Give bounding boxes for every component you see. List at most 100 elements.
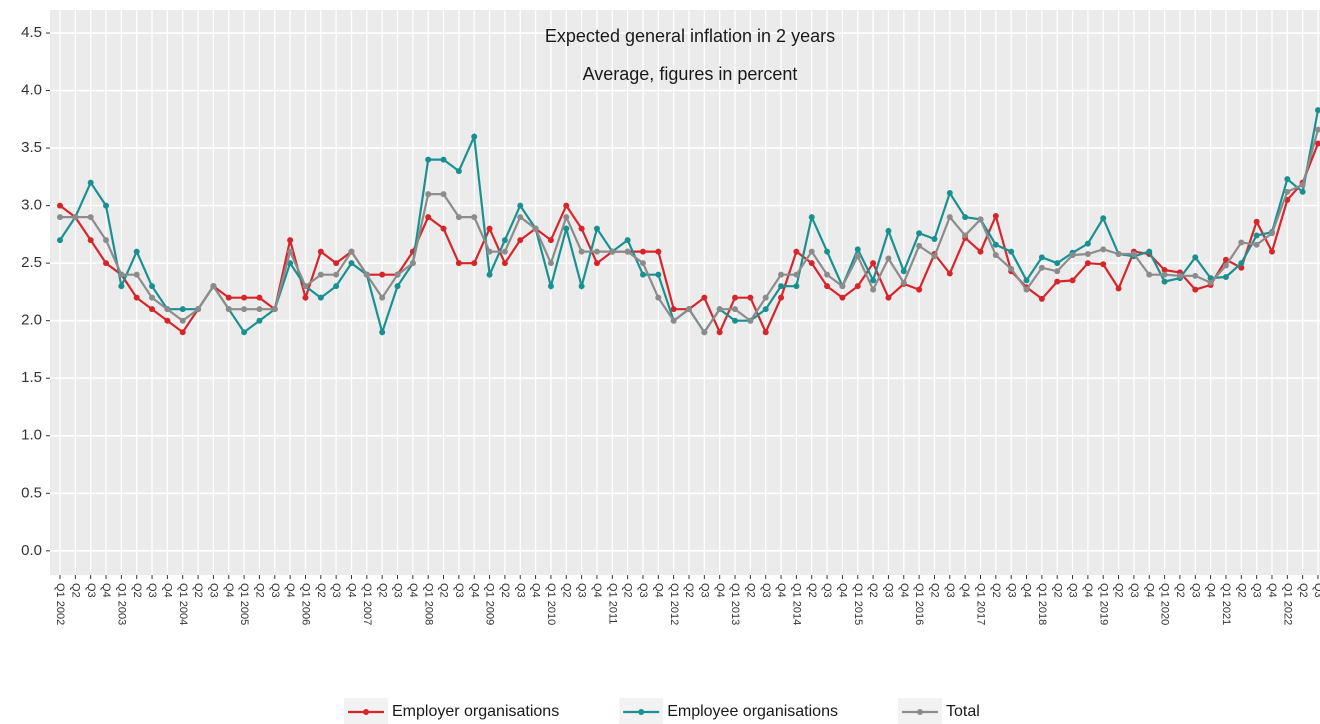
x-tick-label: Q1 2005 <box>238 583 250 625</box>
data-point <box>854 246 861 253</box>
x-tick-label: Q3 <box>1005 583 1017 598</box>
data-point <box>624 248 631 255</box>
data-point <box>946 270 953 277</box>
x-tick-label: Q1 2009 <box>484 583 496 625</box>
data-point <box>149 306 156 313</box>
data-point <box>977 248 984 255</box>
x-tick-label: Q4 <box>652 583 664 598</box>
data-point <box>578 225 585 232</box>
x-tick-label: Q2 <box>806 583 818 598</box>
data-point <box>778 283 785 290</box>
data-point <box>593 260 600 267</box>
data-point <box>762 294 769 301</box>
data-point <box>195 306 202 313</box>
data-point <box>532 225 539 232</box>
chart-subtitle: Average, figures in percent <box>583 64 798 84</box>
data-point <box>962 232 969 239</box>
data-point <box>1315 107 1320 114</box>
data-point <box>118 283 125 290</box>
data-point <box>425 214 432 221</box>
data-point <box>1253 232 1260 239</box>
data-point <box>839 283 846 290</box>
data-point <box>1084 260 1091 267</box>
data-point <box>1192 254 1199 261</box>
x-tick-label: Q2 <box>683 583 695 598</box>
data-point <box>87 214 94 221</box>
data-point <box>455 168 462 175</box>
data-point <box>670 317 677 324</box>
data-point <box>1146 271 1153 278</box>
data-point <box>593 248 600 255</box>
x-tick-label: Q2 <box>1235 583 1247 598</box>
data-point <box>885 227 892 234</box>
data-point <box>471 133 478 140</box>
data-point <box>241 306 248 313</box>
data-point <box>716 306 723 313</box>
x-tick-label: Q4 <box>468 583 480 598</box>
data-point <box>1069 252 1076 259</box>
data-point <box>931 253 938 260</box>
data-point <box>655 271 662 278</box>
x-tick-label: Q3 <box>576 583 588 598</box>
data-point <box>256 317 263 324</box>
data-point <box>639 271 646 278</box>
data-point <box>563 214 570 221</box>
x-tick-label: Q4 <box>1205 583 1217 598</box>
x-tick-label: Q3 <box>944 583 956 598</box>
data-point <box>1284 188 1291 195</box>
data-point <box>103 237 110 244</box>
data-point <box>287 237 294 244</box>
data-point <box>1084 240 1091 247</box>
legend-label: Total <box>946 703 980 720</box>
data-point <box>701 329 708 336</box>
data-point <box>732 317 739 324</box>
data-point <box>1008 265 1015 272</box>
data-point <box>793 248 800 255</box>
data-point <box>486 225 493 232</box>
data-point <box>133 271 140 278</box>
x-tick-label: Q2 <box>1051 583 1063 598</box>
data-point <box>1038 264 1045 271</box>
data-point <box>900 268 907 275</box>
x-tick-label: Q3 <box>1067 583 1079 598</box>
x-tick-label: Q1 2013 <box>729 583 741 625</box>
data-point <box>655 294 662 301</box>
data-point <box>164 306 171 313</box>
data-point <box>824 283 831 290</box>
data-point <box>1192 272 1199 279</box>
data-point <box>179 306 186 313</box>
data-point <box>501 248 508 255</box>
x-tick-label: Q1 2019 <box>1097 583 1109 625</box>
data-point <box>287 260 294 267</box>
x-tick-label: Q3 <box>330 583 342 598</box>
data-point <box>1100 246 1107 253</box>
data-point <box>946 214 953 221</box>
y-tick-label: 3.5 <box>21 139 42 156</box>
x-tick-label: Q2 <box>744 583 756 598</box>
x-tick-label: Q3 <box>1128 583 1140 598</box>
x-tick-label: Q3 <box>883 583 895 598</box>
data-point <box>547 260 554 267</box>
data-point <box>440 225 447 232</box>
data-point <box>670 306 677 313</box>
data-point <box>1069 277 1076 284</box>
data-point <box>1038 254 1045 261</box>
data-point <box>808 214 815 221</box>
x-tick-label: Q1 2010 <box>545 583 557 625</box>
data-point <box>103 260 110 267</box>
data-point <box>149 283 156 290</box>
y-tick-label: 0.5 <box>21 484 42 501</box>
data-point <box>379 329 386 336</box>
data-point <box>1176 272 1183 279</box>
x-tick-label: Q3 <box>637 583 649 598</box>
x-tick-label: Q2 <box>69 583 81 598</box>
data-point <box>639 260 646 267</box>
data-point <box>87 237 94 244</box>
data-point <box>348 260 355 267</box>
data-point <box>486 248 493 255</box>
data-point <box>486 271 493 278</box>
legend-label: Employee organisations <box>667 703 838 720</box>
data-point <box>1023 286 1030 293</box>
data-point <box>1222 262 1229 269</box>
data-point <box>1023 277 1030 284</box>
